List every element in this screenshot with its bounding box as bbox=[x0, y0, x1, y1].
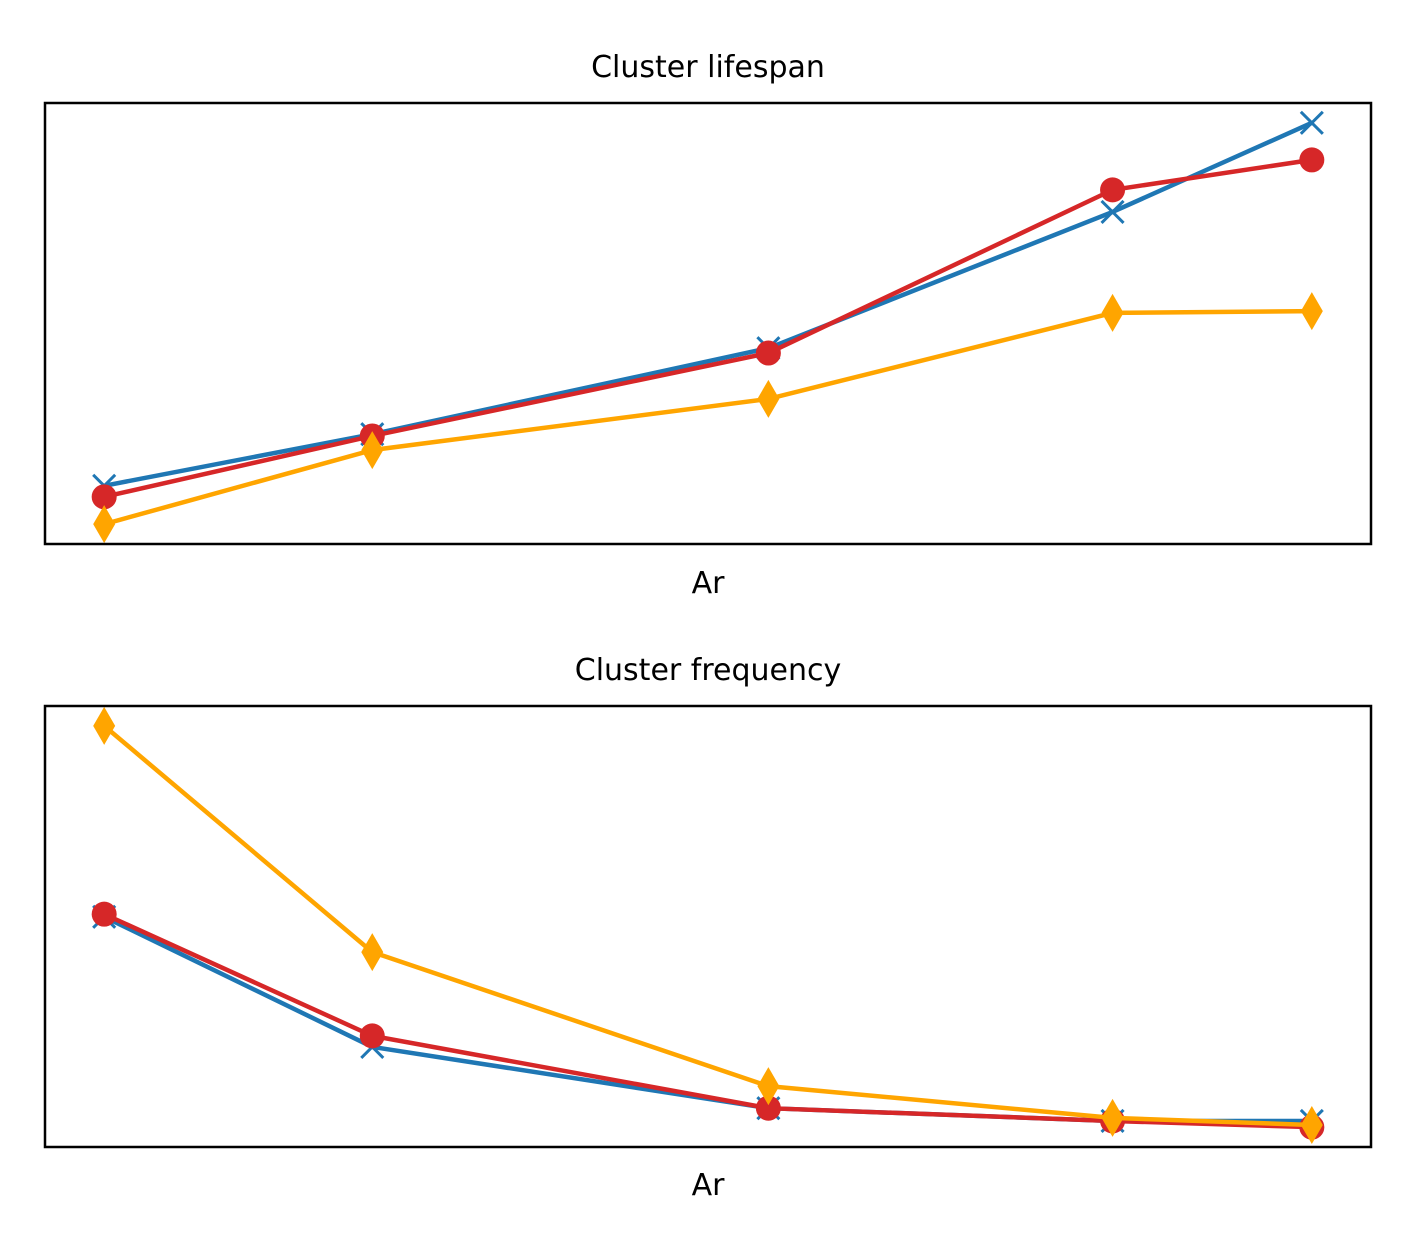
plot-frame bbox=[43, 704, 1373, 1149]
data-point-diamond-marker bbox=[1300, 292, 1323, 331]
series-2 bbox=[93, 292, 1323, 544]
data-point-circle-marker bbox=[359, 1023, 385, 1049]
data-point-circle-marker bbox=[755, 1095, 781, 1121]
series-0 bbox=[92, 110, 1324, 498]
series-line bbox=[103, 157, 1313, 500]
series-line bbox=[102, 724, 1312, 1128]
data-point-circle-marker bbox=[1100, 177, 1126, 203]
chart-title: Cluster lifespan bbox=[591, 50, 825, 85]
data-point-circle-marker bbox=[91, 484, 117, 510]
data-point-diamond-marker bbox=[757, 379, 780, 418]
chart-frequency: Cluster frequency Ar bbox=[43, 653, 1373, 1203]
data-point-diamond-marker bbox=[1300, 1105, 1323, 1144]
data-point-diamond-marker bbox=[93, 505, 116, 544]
data-point-diamond-marker bbox=[361, 431, 384, 470]
data-point-x-marker bbox=[1100, 199, 1125, 224]
data-point-diamond-marker bbox=[1101, 293, 1124, 332]
data-point-diamond-marker bbox=[757, 1067, 780, 1106]
x-axis-label: Ar bbox=[692, 1168, 726, 1203]
data-point-circle-marker bbox=[1299, 147, 1325, 173]
data-point-circle-marker bbox=[91, 901, 117, 927]
data-point-diamond-marker bbox=[1101, 1098, 1124, 1137]
series-line bbox=[103, 914, 1312, 1124]
series-1 bbox=[91, 901, 1325, 1140]
chart-lifespan: Cluster lifespan Ar bbox=[43, 50, 1373, 601]
series-line bbox=[103, 120, 1313, 488]
series-2 bbox=[93, 706, 1323, 1144]
series-line bbox=[103, 308, 1312, 527]
chart-title: Cluster frequency bbox=[575, 653, 841, 688]
x-axis-label: Ar bbox=[692, 566, 726, 601]
plot-frame bbox=[43, 101, 1373, 546]
data-point-diamond-marker bbox=[93, 706, 116, 745]
series-line bbox=[103, 912, 1312, 1130]
data-point-diamond-marker bbox=[361, 933, 384, 972]
data-point-circle-marker bbox=[755, 340, 781, 366]
data-point-x-marker bbox=[1299, 110, 1324, 135]
